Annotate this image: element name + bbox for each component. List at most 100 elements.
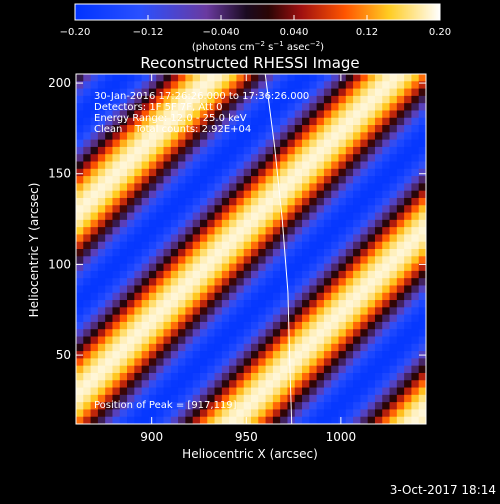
heatmap-cell [127, 300, 135, 308]
heatmap-cell [418, 154, 426, 162]
heatmap-cell [90, 81, 99, 89]
heatmap-cell [294, 139, 303, 148]
heatmap-cell [374, 300, 383, 308]
heatmap-cell [331, 321, 339, 330]
heatmap-cell [170, 402, 179, 410]
heatmap-cell [345, 343, 354, 352]
heatmap-cell [331, 402, 339, 410]
heatmap-cell [141, 402, 150, 410]
heatmap-cell [280, 336, 288, 345]
heatmap-cell [353, 292, 361, 301]
heatmap-cell [76, 117, 84, 126]
heatmap-cell [214, 292, 223, 301]
heatmap-cell [323, 263, 332, 272]
heatmap-cell [411, 372, 420, 381]
heatmap-cell [119, 117, 128, 126]
heatmap-cell [90, 409, 99, 418]
heatmap-cell [338, 329, 347, 337]
heatmap-cell [272, 300, 281, 308]
heatmap-cell [294, 387, 303, 396]
heatmap-cell [199, 205, 208, 213]
heatmap-cell [163, 139, 172, 148]
heatmap-cell [316, 329, 325, 337]
heatmap-cell [374, 249, 383, 257]
heatmap-cell [97, 351, 106, 359]
heatmap-cell [418, 234, 426, 243]
heatmap-cell [163, 387, 172, 396]
heatmap-cell [119, 321, 128, 330]
heatmap-cell [178, 300, 186, 308]
heatmap-cell [178, 387, 186, 396]
heatmap-cell [170, 212, 179, 221]
heatmap-cell [156, 183, 164, 192]
heatmap-cell [141, 314, 150, 323]
heatmap-cell [112, 343, 121, 352]
heatmap-cell [243, 416, 252, 424]
heatmap-cell [360, 168, 369, 177]
heatmap-cell [272, 132, 281, 141]
heatmap-cell [97, 300, 106, 308]
heatmap-cell [127, 212, 135, 221]
heatmap-cell [294, 394, 303, 403]
heatmap-cell [316, 95, 325, 104]
heatmap-cell [207, 227, 215, 235]
heatmap-cell [265, 329, 274, 337]
heatmap-cell [287, 314, 296, 323]
heatmap-cell [258, 292, 266, 301]
heatmap-cell [360, 351, 369, 359]
heatmap-cell [236, 278, 245, 286]
heatmap-cell [97, 263, 106, 272]
heatmap-cell [90, 343, 99, 352]
heatmap-cell [229, 241, 237, 250]
heatmap-cell [236, 343, 245, 352]
heatmap-cell [141, 285, 150, 294]
heatmap-cell [294, 292, 303, 301]
heatmap-cell [90, 139, 99, 148]
heatmap-cell [323, 197, 332, 206]
heatmap-cell [389, 95, 398, 104]
heatmap-cell [280, 256, 288, 264]
heatmap-cell [83, 394, 91, 403]
heatmap-cell [207, 205, 215, 213]
heatmap-cell [287, 183, 296, 192]
heatmap-cell [331, 314, 339, 323]
heatmap-cell [418, 227, 426, 235]
heatmap-cell [294, 402, 303, 410]
heatmap-cell [287, 205, 296, 213]
heatmap-cell [90, 402, 99, 410]
heatmap-cell [112, 227, 121, 235]
heatmap-cell [199, 132, 208, 141]
heatmap-cell [302, 307, 310, 316]
heatmap-cell [76, 292, 84, 301]
heatmap-cell [163, 249, 172, 257]
heatmap-cell [382, 88, 390, 97]
heatmap-cell [411, 88, 420, 97]
heatmap-cell [418, 409, 426, 418]
heatmap-cell [76, 380, 84, 388]
heatmap-cell [374, 372, 383, 381]
heatmap-cell [302, 249, 310, 257]
heatmap-cell [338, 219, 347, 228]
heatmap-cell [396, 81, 405, 89]
heatmap-cell [127, 358, 135, 367]
heatmap-cell [127, 205, 135, 213]
heatmap-cell [367, 307, 376, 316]
heatmap-cell [97, 307, 106, 316]
heatmap-cell [345, 190, 354, 199]
heatmap-cell [178, 125, 186, 133]
heatmap-cell [90, 88, 99, 97]
heatmap-cell [353, 234, 361, 243]
heatmap-cell [360, 190, 369, 199]
heatmap-cell [170, 409, 179, 418]
heatmap-cell [229, 117, 237, 126]
heatmap-cell [163, 176, 172, 184]
heatmap-cell [272, 139, 281, 148]
heatmap-cell [316, 343, 325, 352]
heatmap-cell [105, 256, 113, 264]
heatmap-cell [141, 358, 150, 367]
heatmap-cell [141, 139, 150, 148]
heatmap-cell [338, 292, 347, 301]
heatmap-cell [112, 387, 121, 396]
heatmap-cell [90, 307, 99, 316]
heatmap-cell [97, 132, 106, 141]
